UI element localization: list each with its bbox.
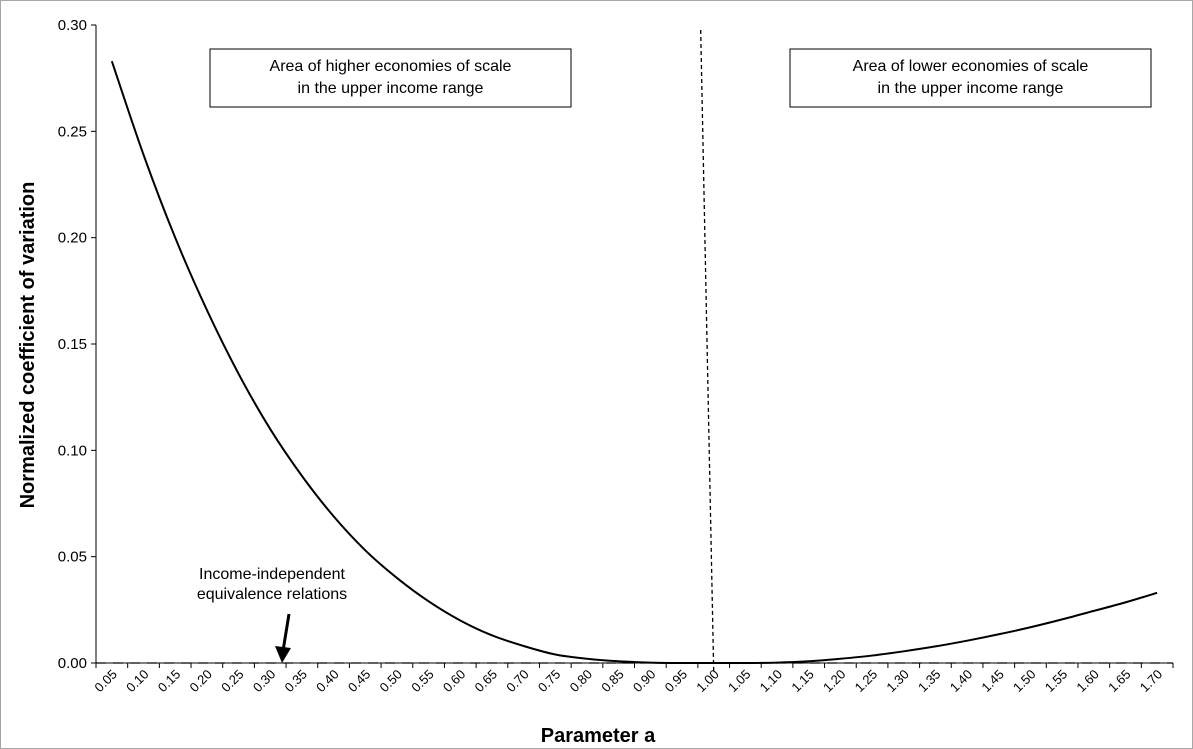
annotation-text: equivalence relations bbox=[197, 586, 347, 603]
x-tick-label: 0.70 bbox=[503, 667, 532, 696]
x-tick-label: 1.70 bbox=[1137, 667, 1166, 696]
x-tick-label: 1.00 bbox=[693, 667, 722, 696]
x-axis-ticks: 0.05 0.10 0.15 0.20 0.25 0.30 0.35 0.40 0.45 0.50… bbox=[91, 663, 1174, 696]
x-tick-label: 0.80 bbox=[567, 667, 596, 696]
annotation-text: Area of higher economies of scale bbox=[270, 58, 512, 75]
x-tick-label: 1.35 bbox=[915, 667, 944, 696]
x-tick-label: 1.40 bbox=[947, 667, 976, 696]
annotations: Area of higher economies of scale in the … bbox=[197, 48, 1152, 663]
x-tick-label: 1.60 bbox=[1073, 667, 1102, 696]
x-tick-label: 0.05 bbox=[91, 667, 120, 696]
y-axis-title: Normalized coefficient of variation bbox=[17, 182, 39, 509]
series-layer bbox=[110, 60, 1158, 665]
y-tick-label: 0.00 bbox=[58, 655, 87, 672]
x-tick-label: 0.55 bbox=[408, 667, 437, 696]
annotation-text: Income-independent bbox=[199, 566, 345, 583]
y-axis-ticks: 0.00 0.05 0.10 0.15 0.20 0.25 0.30 bbox=[58, 17, 96, 672]
x-tick-label: 0.10 bbox=[123, 667, 152, 696]
y-tick-label: 0.25 bbox=[58, 123, 87, 140]
annotation-text: Area of lower economies of scale bbox=[853, 58, 1089, 75]
annotation-arrow-head bbox=[275, 646, 291, 663]
x-tick-label: 0.60 bbox=[440, 667, 469, 696]
y-tick-label: 0.05 bbox=[58, 549, 87, 566]
series-line bbox=[110, 60, 1158, 665]
y-tick-label: 0.30 bbox=[58, 17, 87, 34]
annotation-text: in the upper income range bbox=[298, 80, 484, 97]
x-tick-label: 0.85 bbox=[598, 667, 627, 696]
x-tick-label: 1.10 bbox=[757, 667, 786, 696]
reference-lines bbox=[96, 29, 1173, 672]
x-tick-label: 1.25 bbox=[852, 667, 881, 696]
x-tick-label: 1.50 bbox=[1010, 667, 1039, 696]
x-tick-label: 0.65 bbox=[472, 667, 501, 696]
x-tick-label: 1.20 bbox=[820, 667, 849, 696]
x-tick-label: 0.95 bbox=[662, 667, 691, 696]
x-tick-label: 0.25 bbox=[218, 667, 247, 696]
x-tick-label: 0.35 bbox=[282, 667, 311, 696]
x-tick-label: 0.50 bbox=[377, 667, 406, 696]
x-tick-label: 0.45 bbox=[345, 667, 374, 696]
x-tick-label: 0.20 bbox=[186, 667, 215, 696]
x-tick-label: 1.65 bbox=[1105, 667, 1134, 696]
y-tick-label: 0.20 bbox=[58, 230, 87, 247]
x-tick-label: 0.15 bbox=[155, 667, 184, 696]
y-tick-label: 0.15 bbox=[58, 336, 87, 353]
annotation-box bbox=[789, 48, 1152, 108]
x-tick-label: 0.75 bbox=[535, 667, 564, 696]
annotation-arrow-shaft bbox=[281, 613, 291, 652]
x-tick-label: 1.15 bbox=[788, 667, 817, 696]
annotation-box bbox=[209, 48, 572, 108]
x-tick-label: 1.45 bbox=[978, 667, 1007, 696]
x-axis-title: Parameter a bbox=[541, 725, 656, 747]
x-tick-label: 1.05 bbox=[725, 667, 754, 696]
x-tick-label: 1.30 bbox=[883, 667, 912, 696]
x-tick-label: 0.90 bbox=[630, 667, 659, 696]
x-tick-label: 1.55 bbox=[1042, 667, 1071, 696]
x-tick-label: 0.30 bbox=[250, 667, 279, 696]
x-tick-label: 0.40 bbox=[313, 667, 342, 696]
y-tick-label: 0.10 bbox=[58, 442, 87, 459]
annotation-text: in the upper income range bbox=[878, 80, 1064, 97]
reference-line-vertical bbox=[700, 29, 715, 672]
